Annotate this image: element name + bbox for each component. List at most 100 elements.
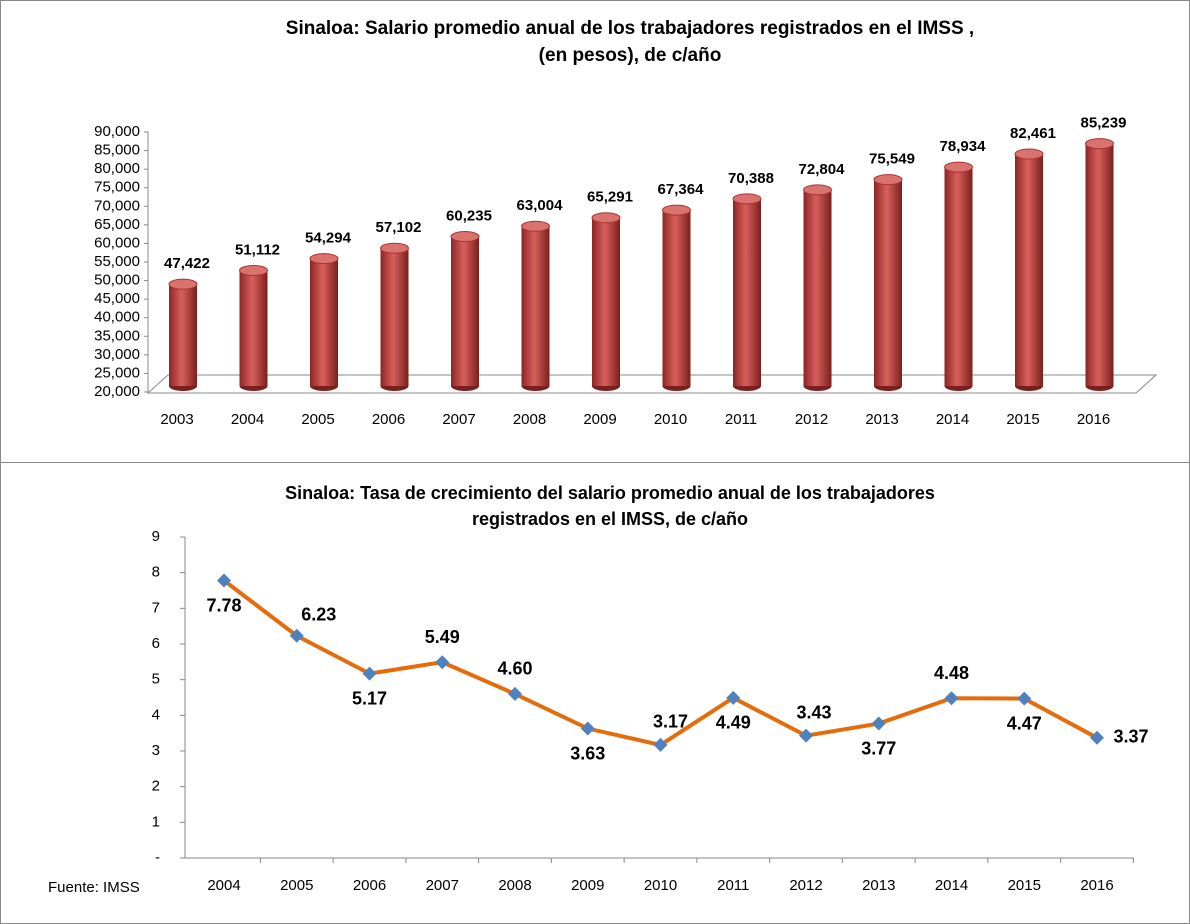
- x-tick-label: 2008: [513, 411, 546, 428]
- y-tick-label: 70,000: [94, 197, 140, 214]
- marker: [1017, 691, 1032, 706]
- x-tick-label: 2005: [301, 411, 334, 428]
- bar-top: [1085, 138, 1114, 150]
- y-tick-label: 60,000: [94, 234, 140, 251]
- x-tick-label: 2015: [1006, 411, 1039, 428]
- y-tick-label: 2: [152, 778, 160, 795]
- bar: [732, 193, 762, 391]
- chart-title: registrados en el IMSS, de c/año: [472, 509, 748, 529]
- bar: [450, 231, 480, 391]
- bar: [591, 212, 621, 391]
- y-tick-label: 45,000: [94, 290, 140, 307]
- bar: [309, 253, 339, 391]
- bar: [803, 184, 832, 391]
- x-tick-label: 2011: [725, 411, 757, 428]
- data-label: 4.47: [1007, 713, 1042, 733]
- y-tick-label: 25,000: [94, 364, 140, 381]
- y-tick-label: 40,000: [94, 309, 140, 326]
- bar-body: [451, 236, 479, 386]
- x-tick-label: 2014: [935, 877, 968, 894]
- bar-body: [239, 270, 268, 386]
- bar-body: [803, 189, 832, 386]
- y-tick-label: 8: [152, 564, 160, 581]
- bar-top: [380, 242, 409, 254]
- bar-top: [944, 161, 973, 173]
- data-label: 67,364: [658, 181, 705, 198]
- y-tick-label: 4: [152, 706, 160, 723]
- x-tick-label: 2011: [717, 877, 749, 894]
- y-tick-label: 35,000: [94, 327, 140, 344]
- data-label: 4.60: [497, 659, 532, 679]
- data-label: 4.48: [934, 663, 969, 683]
- x-tick-label: 2010: [644, 877, 677, 894]
- source: Fuente: IMSS: [48, 879, 140, 896]
- bar: [944, 161, 973, 391]
- x-tick-label: 2009: [583, 411, 616, 428]
- x-tick-label: 2007: [442, 411, 475, 428]
- y-tick-label: 3: [152, 742, 160, 759]
- panel: [0, 462, 1190, 924]
- marker: [435, 655, 450, 670]
- x-tick-label: 2004: [207, 877, 240, 894]
- data-label: 3.43: [796, 702, 831, 722]
- y-tick-label: 90,000: [94, 123, 140, 140]
- x-tick-label: 2008: [498, 877, 531, 894]
- data-label: 78,934: [940, 138, 987, 155]
- data-label: 6.23: [301, 605, 336, 625]
- x-tick-label: 2004: [231, 411, 264, 428]
- y-tick-label: 6: [152, 635, 160, 652]
- bar-body: [1085, 143, 1114, 386]
- x-tick-label: 2013: [865, 411, 898, 428]
- data-label: 54,294: [305, 230, 352, 247]
- bar-top: [168, 278, 198, 290]
- bar: [380, 242, 409, 391]
- data-label: 7.78: [206, 595, 241, 615]
- x-tick-label: 2009: [571, 877, 604, 894]
- marker: [871, 716, 886, 731]
- y-tick-label: 75,000: [94, 179, 140, 196]
- bar-top: [1014, 148, 1044, 160]
- bar-body: [521, 226, 550, 386]
- bar-top: [591, 212, 621, 224]
- x-tick-label: 2006: [353, 877, 386, 894]
- bar-body: [592, 217, 620, 386]
- data-label: 75,549: [869, 151, 915, 168]
- bar-top: [309, 253, 339, 265]
- data-label: 60,235: [446, 208, 492, 225]
- marker: [944, 691, 959, 706]
- bar-body: [662, 210, 691, 386]
- data-label: 5.49: [425, 627, 460, 647]
- x-tick-label: 2007: [426, 877, 459, 894]
- marker: [1090, 730, 1104, 745]
- bar: [1085, 138, 1114, 391]
- y-tick-label: 80,000: [94, 160, 140, 177]
- chart-title: Sinaloa: Tasa de crecimiento del salario…: [285, 483, 935, 503]
- x-tick-label: 2012: [789, 877, 822, 894]
- bar-top: [873, 174, 903, 186]
- marker: [653, 737, 668, 752]
- y-tick-label: 20,000: [94, 383, 140, 400]
- bar-top: [521, 220, 550, 232]
- x-tick-label: 2010: [654, 411, 687, 428]
- bar-body: [944, 167, 973, 386]
- bar-body: [1015, 154, 1043, 386]
- y-tick-label: 55,000: [94, 253, 140, 270]
- y-tick-label: 85,000: [94, 142, 140, 159]
- data-label: 3.17: [653, 712, 688, 732]
- data-label: 47,422: [164, 255, 210, 272]
- bar: [873, 174, 903, 391]
- x-tick-label: 2014: [936, 411, 969, 428]
- marker: [580, 721, 595, 736]
- y-tick-label: 50,000: [94, 272, 140, 289]
- data-label: 65,291: [587, 189, 633, 206]
- chart-title: Sinaloa: Salario promedio anual de los t…: [286, 18, 974, 39]
- data-label: 51,112: [235, 241, 280, 258]
- bar-body: [310, 258, 338, 386]
- bar-top: [732, 193, 762, 205]
- y-tick-label: 5: [152, 671, 160, 688]
- marker: [217, 573, 231, 588]
- marker: [799, 728, 813, 743]
- data-label: 70,388: [728, 170, 774, 187]
- bar-top: [803, 184, 832, 196]
- data-label: 3.77: [861, 738, 896, 758]
